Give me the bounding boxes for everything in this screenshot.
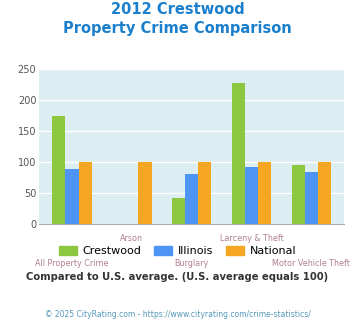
Bar [232, 83, 245, 224]
Text: Property Crime Comparison: Property Crime Comparison [63, 21, 292, 36]
Bar [245, 167, 258, 224]
Bar [305, 172, 318, 224]
Legend: Crestwood, Illinois, National: Crestwood, Illinois, National [54, 242, 301, 261]
Bar [52, 116, 65, 224]
Bar [65, 169, 78, 224]
Text: Arson: Arson [120, 234, 143, 243]
Text: 2012 Crestwood: 2012 Crestwood [111, 2, 244, 16]
Bar [185, 174, 198, 224]
Text: Compared to U.S. average. (U.S. average equals 100): Compared to U.S. average. (U.S. average … [26, 272, 329, 282]
Bar [198, 162, 212, 224]
Bar [318, 162, 331, 224]
Text: © 2025 CityRating.com - https://www.cityrating.com/crime-statistics/: © 2025 CityRating.com - https://www.city… [45, 310, 310, 319]
Text: Burglary: Burglary [175, 258, 209, 268]
Bar [138, 162, 152, 224]
Bar [78, 162, 92, 224]
Text: All Property Crime: All Property Crime [35, 258, 109, 268]
Text: Motor Vehicle Theft: Motor Vehicle Theft [273, 258, 350, 268]
Text: Larceny & Theft: Larceny & Theft [220, 234, 283, 243]
Bar [292, 165, 305, 224]
Bar [172, 198, 185, 224]
Bar [258, 162, 271, 224]
